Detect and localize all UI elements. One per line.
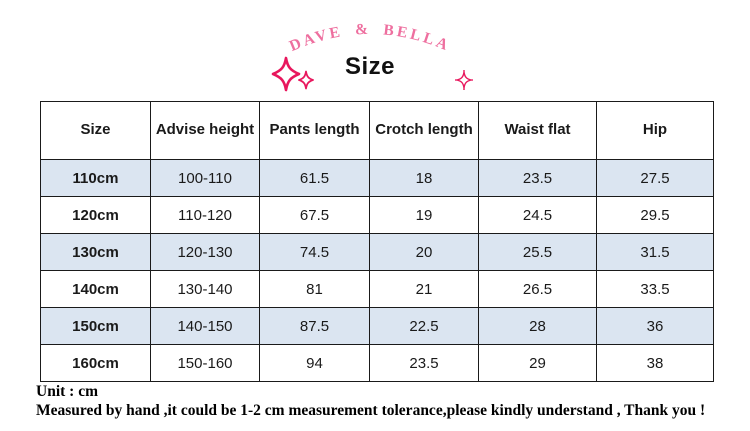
- cell-advise-height: 100-110: [150, 159, 260, 197]
- cell-hip: 31.5: [596, 233, 714, 271]
- cell-waist-flat: 23.5: [478, 159, 597, 197]
- cell-crotch-length: 19: [369, 196, 479, 234]
- cell-pants-length: 61.5: [259, 159, 370, 197]
- cell-hip: 27.5: [596, 159, 714, 197]
- cell-size: 130cm: [40, 233, 151, 271]
- col-header-crotch-length: Crotch length: [369, 101, 479, 160]
- footer-notes: Unit : cm Measured by hand ,it could be …: [36, 383, 748, 420]
- svg-text:DAVE & BELLA: DAVE & BELLA: [287, 21, 453, 55]
- cell-size: 110cm: [40, 159, 151, 197]
- cell-waist-flat: 28: [478, 307, 597, 345]
- cell-pants-length: 94: [259, 344, 370, 382]
- sparkle-small-icon: [298, 70, 314, 90]
- cell-advise-height: 120-130: [150, 233, 260, 271]
- cell-advise-height: 130-140: [150, 270, 260, 308]
- cell-hip: 33.5: [596, 270, 714, 308]
- col-header-advise-height: Advise height: [150, 101, 260, 160]
- table-row-130cm: 130cm 120-130 74.5 20 25.5 31.5: [40, 233, 714, 271]
- cell-pants-length: 74.5: [259, 233, 370, 271]
- cell-advise-height: 140-150: [150, 307, 260, 345]
- table-row-160cm: 160cm 150-160 94 23.5 29 38: [40, 344, 714, 382]
- cell-hip: 38: [596, 344, 714, 382]
- cell-hip: 36: [596, 307, 714, 345]
- tolerance-note: Measured by hand ,it could be 1-2 cm mea…: [36, 401, 706, 419]
- col-header-pants-length: Pants length: [259, 101, 370, 160]
- cell-waist-flat: 24.5: [478, 196, 597, 234]
- cell-hip: 29.5: [596, 196, 714, 234]
- brand-name: DAVE & BELLA: [287, 21, 450, 55]
- table-header-row: Size Advise height Pants length Crotch l…: [40, 101, 714, 160]
- cell-size: 140cm: [40, 270, 151, 308]
- cell-crotch-length: 22.5: [369, 307, 479, 345]
- unit-note: Unit : cm: [36, 383, 98, 400]
- cell-crotch-length: 23.5: [369, 344, 479, 382]
- cell-waist-flat: 25.5: [478, 233, 597, 271]
- sparkle-dots-icon: [455, 70, 473, 90]
- cell-crotch-length: 18: [369, 159, 479, 197]
- brand-arc-text: DAVE & BELLA: [287, 21, 453, 55]
- sparkle-icon: [271, 56, 301, 92]
- col-header-waist-flat: Waist flat: [478, 101, 597, 160]
- cell-waist-flat: 26.5: [478, 270, 597, 308]
- col-header-hip: Hip: [596, 101, 714, 160]
- cell-waist-flat: 29: [478, 344, 597, 382]
- table-row-140cm: 140cm 130-140 81 21 26.5 33.5: [40, 270, 714, 308]
- cell-advise-height: 110-120: [150, 196, 260, 234]
- cell-size: 160cm: [40, 344, 151, 382]
- cell-crotch-length: 20: [369, 233, 479, 271]
- table-row-120cm: 120cm 110-120 67.5 19 24.5 29.5: [40, 196, 714, 234]
- page-title: Size: [344, 53, 396, 80]
- size-table: Size Advise height Pants length Crotch l…: [40, 101, 714, 382]
- cell-pants-length: 67.5: [259, 196, 370, 234]
- cell-crotch-length: 21: [369, 270, 479, 308]
- cell-size: 150cm: [40, 307, 151, 345]
- cell-size: 120cm: [40, 196, 151, 234]
- col-header-size: Size: [40, 101, 151, 160]
- cell-advise-height: 150-160: [150, 344, 260, 382]
- cell-pants-length: 81: [259, 270, 370, 308]
- table-row-150cm: 150cm 140-150 87.5 22.5 28 36: [40, 307, 714, 345]
- table-row-110cm: 110cm 100-110 61.5 18 23.5 27.5: [40, 159, 714, 197]
- cell-pants-length: 87.5: [259, 307, 370, 345]
